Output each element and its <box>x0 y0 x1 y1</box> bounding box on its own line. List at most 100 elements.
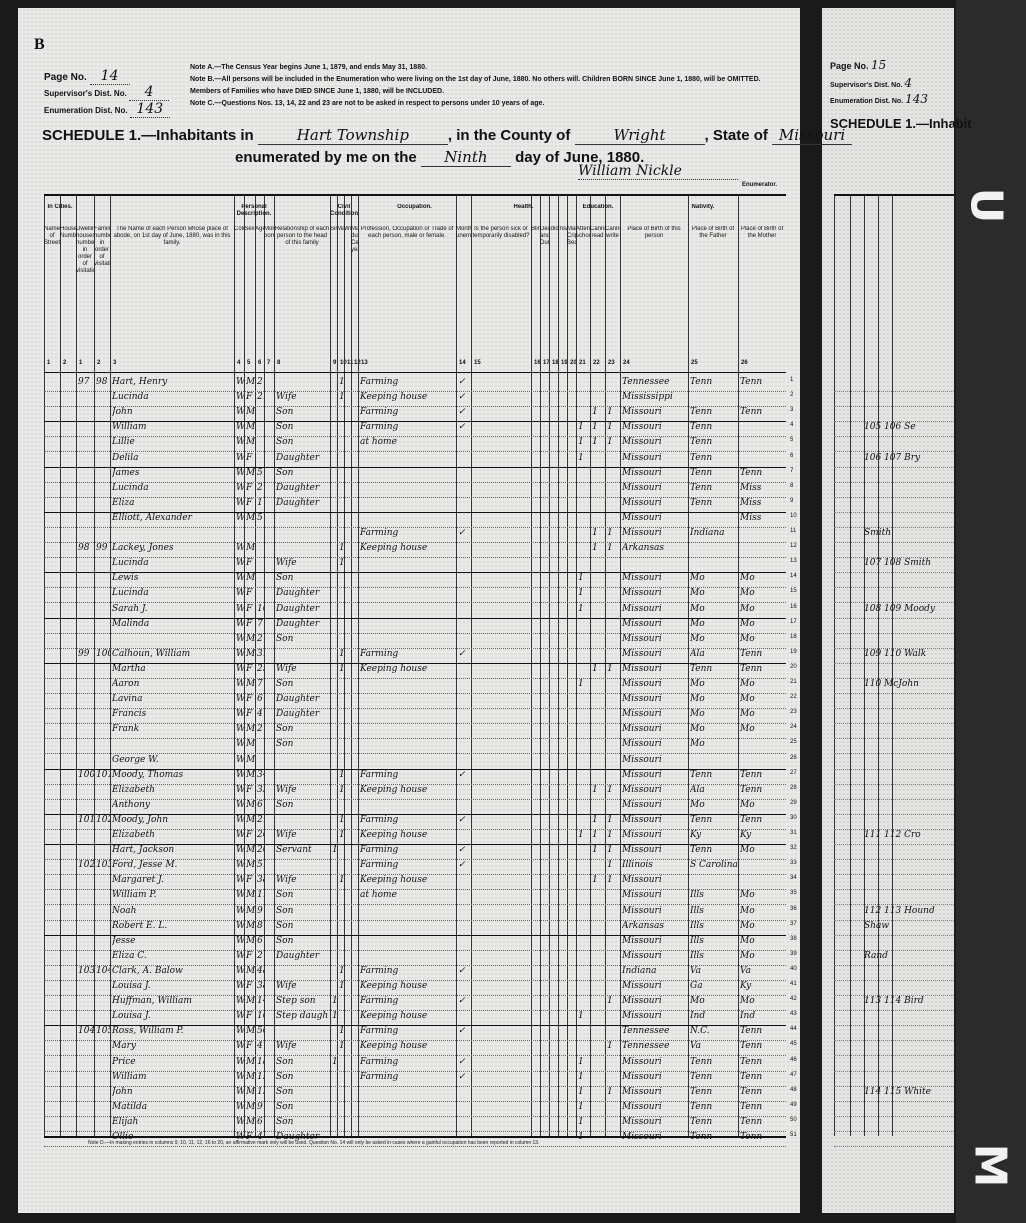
table-row <box>834 754 954 770</box>
column-header: Dwelling houses numbered in order of vis… <box>76 226 94 274</box>
cell-age: 9 <box>257 1101 263 1112</box>
table-row: WM Son Missouri Mo <box>44 738 786 755</box>
cell-name: Moody, John <box>112 814 169 825</box>
cell-name: Price <box>112 1056 136 1067</box>
cell-occ: Farming <box>360 769 399 780</box>
cell-bp: Missouri <box>622 1116 662 1127</box>
column-number: 19 <box>561 360 568 366</box>
cell-bp: Missouri <box>622 437 662 448</box>
cell-sex: M <box>246 905 255 916</box>
cell-bp: Missouri <box>622 588 662 599</box>
cell-sex: M <box>246 799 255 810</box>
table-row <box>834 769 954 785</box>
line-number: 22 <box>790 694 797 701</box>
table-row: Price WM18 Son 1 Farming ✓ 1 Missouri Tenn Tenn <box>44 1056 786 1072</box>
table-row <box>834 935 954 951</box>
cell-sch: 1 <box>578 830 584 840</box>
cell-rel: Wife <box>276 663 297 674</box>
column-divider <box>540 196 541 1136</box>
next-page-entry: 106 107 Bry <box>864 452 921 463</box>
cell-write: 1 <box>607 663 613 674</box>
footnote: Note D.—In making entries in columns 9, … <box>88 1140 540 1146</box>
cell-mbp: Mo <box>740 905 755 916</box>
next-page-entry: 113 114 Bird <box>864 996 924 1007</box>
cell-color: W <box>236 543 244 553</box>
cell-name: Noah <box>112 905 137 916</box>
cell-color: W <box>236 634 244 644</box>
cell-sex: M <box>246 920 255 931</box>
cell-unemp: ✓ <box>458 407 466 418</box>
cell-bp: Missouri <box>622 512 662 523</box>
cell-color: W <box>236 890 244 900</box>
cell-fam: 104 <box>96 965 110 976</box>
cell-sex: M <box>246 573 255 584</box>
cell-name: Aaron <box>112 679 140 689</box>
cell-rel: Daughter <box>276 603 320 614</box>
cell-unemp: ✓ <box>458 965 466 976</box>
cell-age: 6 <box>257 935 263 946</box>
cell-color: W <box>236 453 244 463</box>
column-divider <box>274 196 275 1136</box>
table-row: James WM5 Son Missouri Tenn Tenn <box>44 467 786 483</box>
column-number: 3 <box>113 360 117 366</box>
cell-unemp: ✓ <box>458 392 466 403</box>
cell-name: Mary <box>112 1041 136 1052</box>
next-page-entry: Smith <box>864 528 891 538</box>
cell-sex: M <box>246 724 255 735</box>
cell-sex: F <box>246 618 253 629</box>
column-header: Married <box>337 226 344 232</box>
next-census-page <box>822 8 954 1213</box>
cell-fbp: Tenn <box>690 422 713 433</box>
column-divider <box>531 196 532 1136</box>
table-row: Sarah J. WF 10 Daughter 1 Missouri Mo Mo <box>44 603 786 619</box>
cell-bp: Missouri <box>622 784 662 795</box>
table-row: ElizabethWF26Wife1Keeping house111Missou… <box>44 829 786 845</box>
cell-mbp: Tenn <box>740 407 763 418</box>
cell-mbp: Tenn <box>740 1041 763 1052</box>
table-row: Francis WF4 Daughter Missouri Mo Mo <box>44 708 786 725</box>
table-row: Elliott, Alexander WM5 Missouri Miss <box>44 512 786 528</box>
column-header: Place of Birth of the Mother <box>740 226 784 239</box>
section-header: Nativity. <box>691 204 715 210</box>
cell-read: 1 <box>592 528 598 538</box>
cell-age: 5 <box>257 467 263 478</box>
column-header: Sex <box>244 226 255 232</box>
cell-sch: 1 <box>578 1116 584 1127</box>
cell-color: W <box>236 679 244 689</box>
cell-rel: Son <box>276 739 294 750</box>
cell-color: W <box>236 588 244 598</box>
cell-rel: Wife <box>276 981 297 991</box>
column-divider <box>76 196 77 1136</box>
cell-write: 1 <box>607 437 613 448</box>
line-number: 40 <box>790 965 797 972</box>
table-row <box>834 376 954 392</box>
enumerator-label: Enumerator. <box>742 182 778 188</box>
cell-mbp: Mo <box>740 724 755 735</box>
page-letter: B <box>34 36 45 53</box>
column-header: Profession, Occupation or Trade of each … <box>360 226 454 239</box>
line-number: 18 <box>790 633 797 640</box>
cell-rel: Son <box>276 935 294 946</box>
cell-age: 50 <box>257 1026 264 1037</box>
table-row: John WM Son Farming ✓ 11 Missouri Tenn Tenn <box>44 406 786 423</box>
cell-rel: Son <box>276 407 294 418</box>
column-divider <box>330 196 331 1136</box>
cell-rel: Daughter <box>276 588 320 599</box>
cell-sex: F <box>246 392 253 403</box>
table-row <box>834 920 954 936</box>
cell-fbp: Mo <box>690 633 705 644</box>
section-header: Education. <box>582 204 614 210</box>
cell-color: W <box>236 1026 244 1036</box>
cell-age: 34 <box>257 769 264 780</box>
cell-bp: Missouri <box>622 618 662 629</box>
column-number: 22 <box>593 360 600 366</box>
cell-bp: Missouri <box>622 482 662 493</box>
cell-fbp: Tenn <box>690 1071 713 1082</box>
cell-bp: Tennessee <box>622 377 670 387</box>
cell-mbp: Tenn <box>740 1116 763 1127</box>
cell-occ: Farming <box>360 648 399 659</box>
table-row: Huffman, William WM14 Step son 1 Farming ✓ 1 Mi… <box>44 995 786 1012</box>
table-row <box>834 784 954 800</box>
cell-name: Lackey, Jones <box>112 543 174 554</box>
column-number: 21 <box>579 360 586 366</box>
